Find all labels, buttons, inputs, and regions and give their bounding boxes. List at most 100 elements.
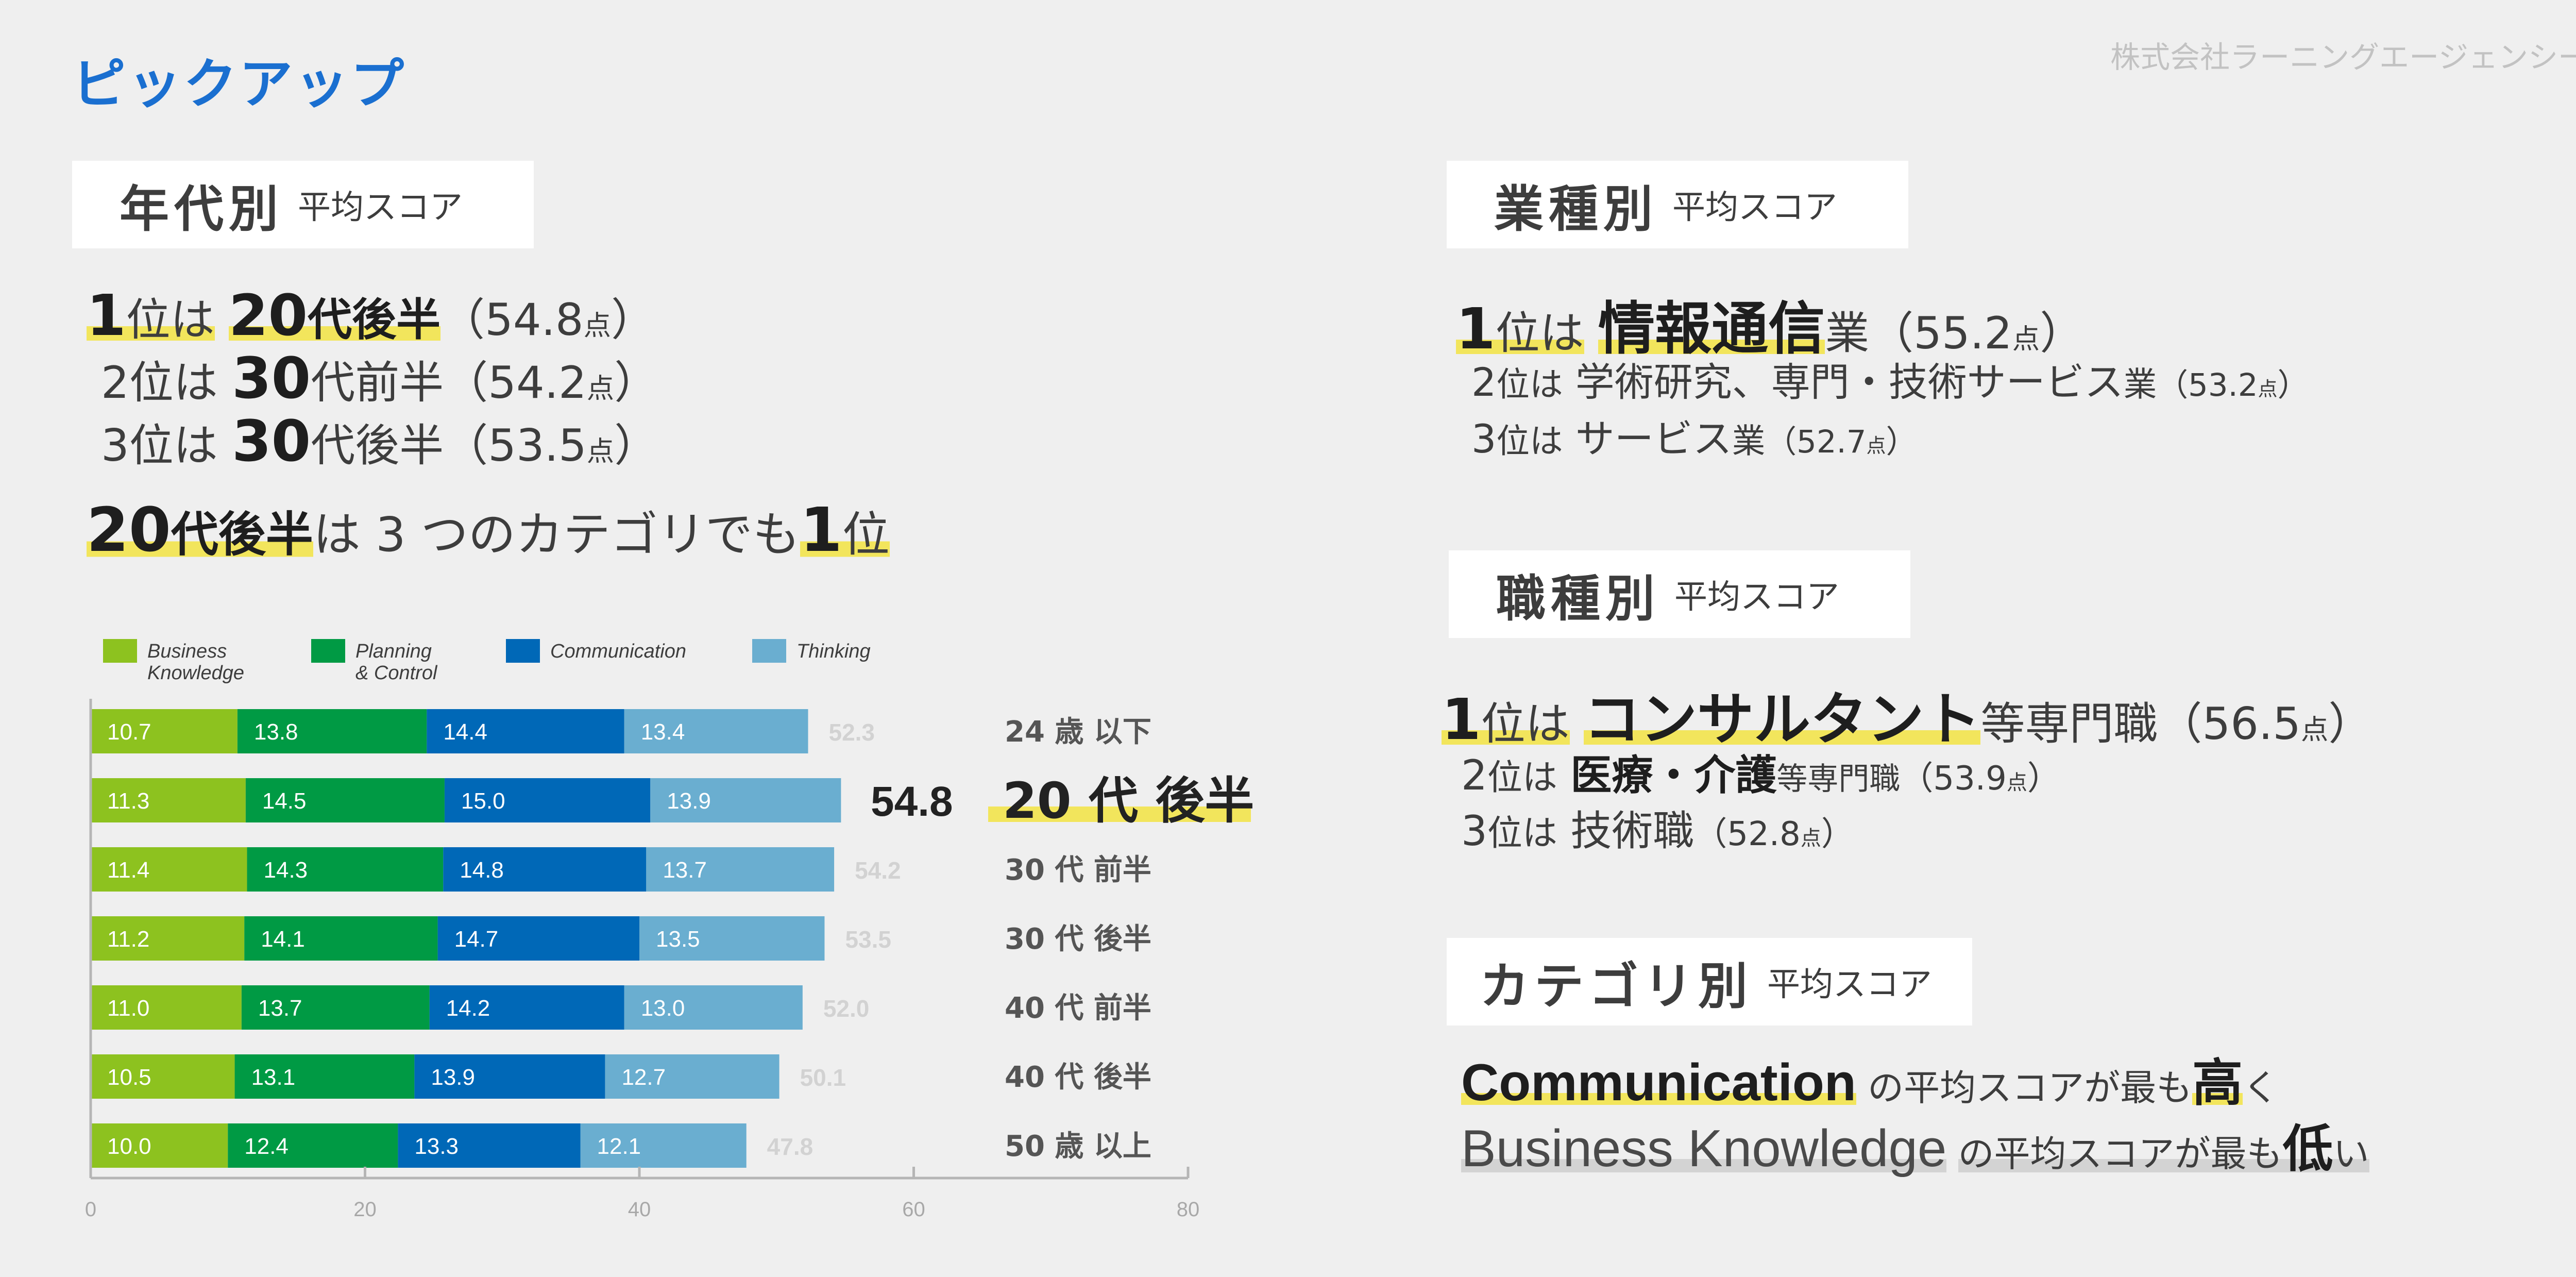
job-suffix: 等専門職 <box>1776 761 1901 797</box>
bar-value-label: 14.8 <box>460 858 504 883</box>
age-label-main: 年代別 <box>120 180 283 238</box>
bar-value-label: 14.3 <box>264 858 308 883</box>
close-paren: ） <box>2277 367 2309 404</box>
job-name: 技術職 <box>1570 807 1694 855</box>
rank-prefix: 位は <box>1487 758 1557 798</box>
close-paren: ） <box>614 420 659 472</box>
age-summary: 20代後半は 3 つのカテゴリでも1位 <box>87 495 890 565</box>
legend-label: Communication <box>550 641 686 662</box>
bar-segment <box>228 1123 398 1168</box>
bar-value-label: 11.2 <box>107 927 149 952</box>
x-tick-label: 0 <box>85 1198 96 1221</box>
industry-name: サービス <box>1575 416 1732 462</box>
industry-suffix: 業 <box>1732 422 1766 461</box>
bar-total-label: 52.3 <box>828 719 875 746</box>
bar-segment <box>429 985 624 1030</box>
summary-tail: 位 <box>842 507 890 562</box>
rank-number: 3 <box>1471 416 1497 462</box>
category-highest-name: Communication <box>1461 1053 1856 1112</box>
industry-rank3: 3位は サービス業（52.7点） <box>1471 407 1917 464</box>
bar-segment <box>91 847 247 892</box>
bar-segment <box>444 778 651 822</box>
rank-number: 1 <box>1456 296 1496 362</box>
rank-prefix: 位は <box>1487 813 1557 854</box>
company-name: 株式会社ラーニングエージェンシー <box>2110 40 2576 75</box>
bar-segment <box>605 1054 779 1099</box>
bar-value-label: 13.3 <box>414 1134 459 1159</box>
bar-value-label: 12.1 <box>597 1134 641 1159</box>
category-tail: く <box>2243 1067 2279 1109</box>
bar-value-label: 12.4 <box>244 1134 289 1159</box>
close-paren: ） <box>611 294 655 346</box>
rank-prefix: 位は <box>1496 365 1563 404</box>
rank-number: 2 <box>1471 359 1497 405</box>
bar-value-label: 15.0 <box>461 788 505 814</box>
bar-value-label: 13.5 <box>656 927 700 952</box>
category-lowest-name: Business Knowledge <box>1461 1119 1947 1178</box>
x-tick-label: 40 <box>628 1198 651 1221</box>
rank-prefix: 位は <box>1495 308 1584 359</box>
rank-score: （54.2 <box>444 357 587 409</box>
age-label-sub: 平均スコア <box>298 189 463 227</box>
bar-value-label: 13.4 <box>641 719 685 745</box>
age-group: 代後半 <box>311 420 444 472</box>
rank-score: （52.8 <box>1694 815 1801 853</box>
category-label: 30 代 前半 <box>1005 853 1151 887</box>
job-name: コンサルタント <box>1583 686 1981 752</box>
bar-total-label: 54.2 <box>855 857 901 884</box>
score-unit: 点 <box>2300 714 2329 746</box>
bar-value-label: 14.4 <box>443 719 487 745</box>
industry-suffix: 業 <box>1825 308 1870 359</box>
bar-value-label: 13.8 <box>254 719 298 745</box>
bar-value-label: 13.7 <box>663 858 707 883</box>
bar-segment <box>427 709 624 753</box>
category-line-high: Communication の平均スコアが最も高く <box>1461 1042 2279 1115</box>
age-rank3: 3位は 30代後半（53.5点） <box>101 408 658 474</box>
bar-value-label: 13.0 <box>641 996 685 1021</box>
bar-segment <box>398 1123 581 1168</box>
bar-value-label: 10.5 <box>107 1065 151 1090</box>
category-label-sub: 平均スコア <box>1767 966 1932 1004</box>
industry-rank2: 2位は 学術研究、専門・技術サービス業（53.2点） <box>1471 350 2309 407</box>
industry-label-main: 業種別 <box>1494 180 1658 238</box>
bar-segment <box>91 709 238 753</box>
close-paren: ） <box>614 357 659 409</box>
rank-number: 1 <box>87 282 126 348</box>
rank-score: （55.2 <box>1869 308 2012 359</box>
score-unit: 点 <box>1866 434 1886 457</box>
industry-name: 学術研究、専門・技術サービス <box>1575 359 2124 405</box>
score-unit: 点 <box>2258 378 2278 400</box>
rank-number: 3 <box>1461 807 1487 855</box>
bar-value-label: 12.7 <box>621 1065 666 1090</box>
bar-segment <box>247 847 444 892</box>
rank-number: 3 <box>101 420 129 472</box>
bar-segment <box>91 1054 235 1099</box>
bar-value-label: 13.9 <box>667 788 711 814</box>
summary-group-number: 20 <box>87 495 171 565</box>
job-rank3: 3位は 技術職（52.8点） <box>1461 798 1854 858</box>
summary-text: は 3 つのカテゴリでも <box>313 507 800 562</box>
category-text: の平均スコアが最も <box>1868 1067 2193 1109</box>
bar-segment <box>244 916 438 961</box>
bar-value-label: 14.5 <box>262 788 307 814</box>
legend-swatch <box>752 639 786 663</box>
rank-score: （52.7 <box>1765 424 1867 460</box>
category-label: 20 代 後半 <box>1003 772 1254 830</box>
age-rank1: 1位は 20代後半（54.8点） <box>87 282 655 348</box>
rank-prefix: 位は <box>1481 698 1570 750</box>
bar-total-label: 52.0 <box>823 995 870 1022</box>
bar-total-label: 50.1 <box>800 1064 846 1091</box>
bar-value-label: 14.1 <box>261 927 305 952</box>
legend-label: Planning & Control <box>355 641 438 684</box>
close-paren: ） <box>1886 424 1918 460</box>
bar-segment <box>646 847 835 892</box>
x-tick-label: 60 <box>902 1198 925 1221</box>
score-unit: 点 <box>586 435 615 467</box>
close-paren: ） <box>2027 760 2060 798</box>
bar-value-label: 14.2 <box>446 996 490 1021</box>
bar-total-label: 47.8 <box>767 1133 814 1160</box>
bar-segment <box>414 1054 605 1099</box>
job-rank1: 1位は コンサルタント等専門職（56.5点） <box>1442 673 2372 755</box>
